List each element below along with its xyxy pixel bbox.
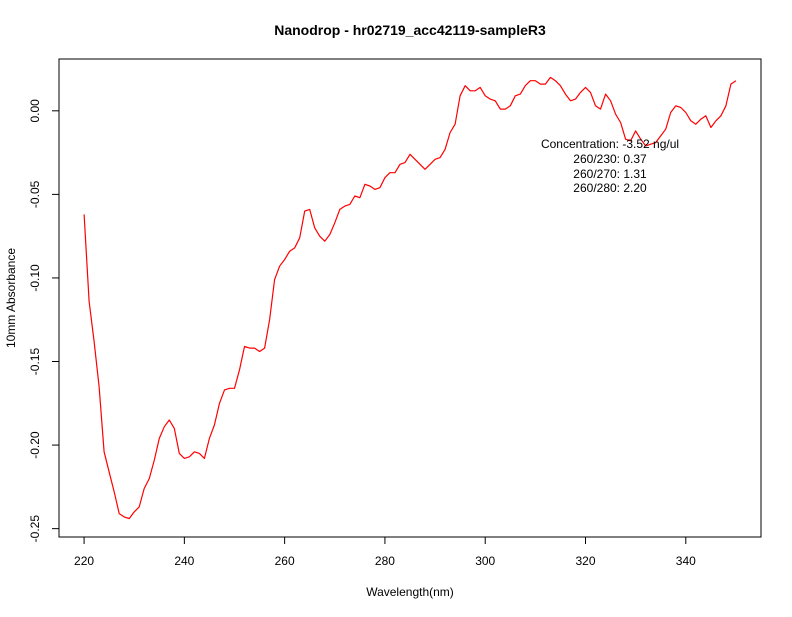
y-tick-label: -0.10 (28, 264, 42, 292)
x-tick-label: 300 (475, 554, 495, 568)
annotation-ratio-260-270: 260/270: 1.31 (573, 167, 647, 181)
chart-title: Nanodrop - hr02719_acc42119-sampleR3 (274, 22, 546, 38)
plot-frame (58, 58, 762, 538)
x-tick-label: 260 (275, 554, 295, 568)
y-axis: -0.25 -0.20 -0.15 -0.10 -0.05 0.00 (28, 99, 60, 543)
y-tick-label: 0.00 (28, 99, 42, 123)
annotation-ratio-260-230: 260/230: 0.37 (573, 152, 647, 166)
x-tick-label: 280 (375, 554, 395, 568)
absorbance-line (83, 76, 737, 520)
x-axis-label: Wavelength(nm) (366, 585, 454, 599)
x-tick-label: 240 (174, 554, 194, 568)
annotation-concentration: Concentration: -3.52 ng/ul (541, 137, 679, 151)
annotation-ratio-260-280: 260/280: 2.20 (573, 181, 647, 195)
y-tick-label: -0.15 (28, 348, 42, 376)
concentration-annotation: Concentration: -3.52 ng/ul 260/230: 0.37… (541, 137, 679, 195)
y-tick-label: -0.20 (28, 431, 42, 459)
x-axis: 220 240 260 280 300 320 340 (74, 536, 696, 568)
x-tick-label: 320 (575, 554, 595, 568)
y-tick-label: -0.05 (28, 180, 42, 208)
y-axis-label: 10mm Absorbance (4, 248, 18, 348)
x-tick-label: 340 (676, 554, 696, 568)
x-tick-label: 220 (74, 554, 94, 568)
y-tick-label: -0.25 (28, 515, 42, 543)
